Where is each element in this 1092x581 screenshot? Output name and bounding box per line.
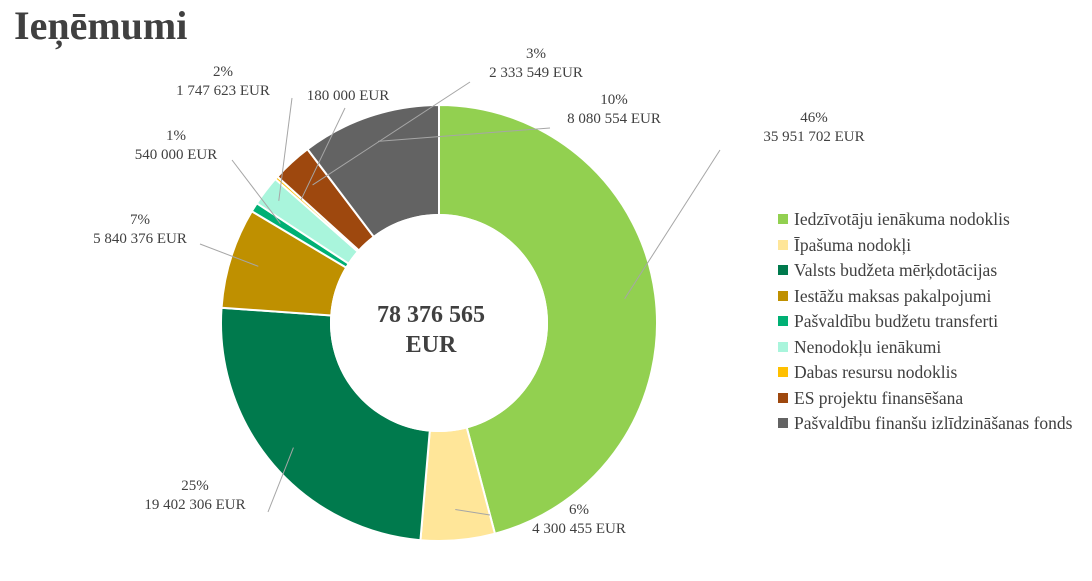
legend-swatch xyxy=(778,239,788,250)
legend-swatch xyxy=(778,367,788,377)
legend-swatch xyxy=(778,265,788,275)
legend-item-5: Nenodokļu ienākumi xyxy=(778,336,1078,358)
legend-label: Pašvaldību finanšu izlīdzināšanas fonds xyxy=(794,413,1073,433)
data-label-percent-2: 25% xyxy=(181,478,209,494)
leader-line-1 xyxy=(455,508,491,516)
data-label-percent-8: 10% xyxy=(600,92,628,108)
legend-label: Īpašuma nodokļi xyxy=(794,234,912,255)
legend-label: ES projektu finansēšana xyxy=(794,387,964,408)
legend-swatch xyxy=(778,418,788,428)
data-label-value-2: 19 402 306 EUR xyxy=(144,497,245,513)
legend-swatch xyxy=(778,392,788,403)
data-label-percent-7: 3% xyxy=(526,46,546,62)
center-total-amount: 78 376 565 xyxy=(377,302,485,328)
legend-item-1: Īpašuma nodokļi xyxy=(778,234,1078,256)
legend-item-2: Valsts budžeta mērķdotācijas xyxy=(778,259,1078,281)
donut-hole xyxy=(330,214,548,432)
page-title: Ieņēmumi xyxy=(14,3,188,48)
leader-line-8 xyxy=(377,127,551,142)
data-label-value-8: 8 080 554 EUR xyxy=(567,111,661,127)
data-label-percent-0: 46% xyxy=(800,110,828,126)
legend-label: Iedzīvotāju ienākuma nodoklis xyxy=(794,209,1010,229)
legend-swatch xyxy=(778,290,788,301)
leader-line-0 xyxy=(624,149,721,300)
legend-swatch xyxy=(778,214,788,224)
data-label-value-6: 180 000 EUR xyxy=(307,88,390,104)
legend-label: Nenodokļu ienākumi xyxy=(794,336,942,357)
data-label-percent-4: 1% xyxy=(166,128,186,144)
data-label-percent-5: 2% xyxy=(213,64,233,80)
center-total-unit: EUR xyxy=(406,332,457,358)
legend-item-3: Iestāžu maksas pakalpojumi xyxy=(778,285,1078,307)
legend-item-0: Iedzīvotāju ienākuma nodoklis xyxy=(778,208,1078,230)
legend-label: Dabas resursu nodoklis xyxy=(794,362,958,382)
legend-label: Pašvaldību budžetu transferti xyxy=(794,311,999,331)
data-label-value-7: 2 333 549 EUR xyxy=(489,65,583,81)
legend-label: Iestāžu maksas pakalpojumi xyxy=(794,285,992,306)
legend-item-7: ES projektu finansēšana xyxy=(778,387,1078,409)
legend-label: Valsts budžeta mērķdotācijas xyxy=(794,260,998,280)
data-label-percent-1: 6% xyxy=(569,502,589,518)
legend-item-8: Pašvaldību finanšu izlīdzināšanas fonds xyxy=(778,412,1078,434)
chart-legend: Iedzīvotāju ienākuma nodoklis Īpašuma nod… xyxy=(778,208,1078,438)
data-label-percent-3: 7% xyxy=(130,212,150,228)
data-label-value-4: 540 000 EUR xyxy=(135,147,218,163)
leader-line-4 xyxy=(231,159,281,224)
legend-swatch xyxy=(778,341,788,352)
leader-line-2 xyxy=(267,447,294,513)
leader-line-3 xyxy=(199,243,259,267)
legend-swatch xyxy=(778,316,788,326)
legend-item-4: Pašvaldību budžetu transferti xyxy=(778,310,1078,332)
leader-line-7 xyxy=(312,81,471,186)
data-label-value-0: 35 951 702 EUR xyxy=(763,129,864,145)
data-label-value-5: 1 747 623 EUR xyxy=(176,83,270,99)
legend-item-6: Dabas resursu nodoklis xyxy=(778,361,1078,383)
leader-line-6 xyxy=(300,107,346,201)
data-label-value-1: 4 300 455 EUR xyxy=(532,521,626,537)
leader-line-5 xyxy=(278,97,293,201)
data-label-value-3: 5 840 376 EUR xyxy=(93,231,187,247)
